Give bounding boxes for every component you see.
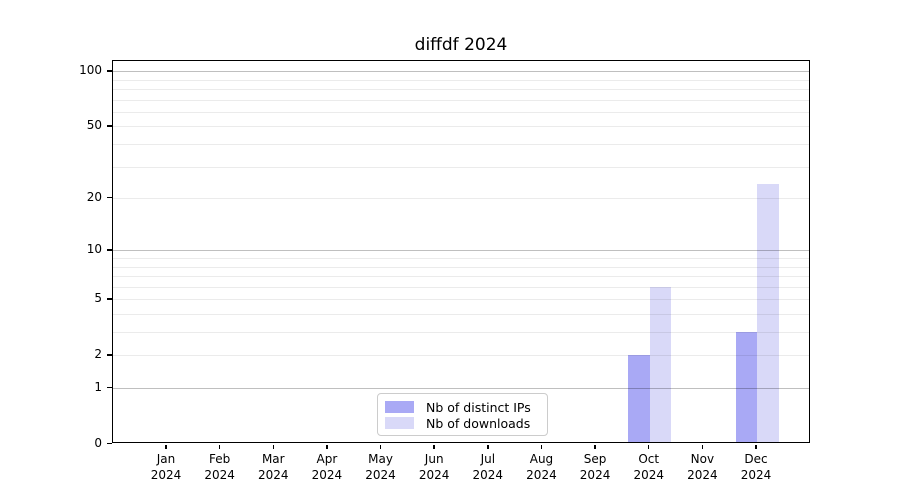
bar-distinct-ips: [735, 332, 757, 442]
y-tick-label: 2: [94, 347, 102, 362]
x-tick: [594, 444, 596, 449]
y-tick-label: 1: [94, 380, 102, 394]
plot-area: Nb of distinct IPs Nb of downloads: [112, 60, 810, 443]
y-tick: [107, 197, 112, 199]
x-tick-label: May 2024: [365, 452, 396, 482]
grid-layer: [113, 61, 809, 442]
gridline-major: [113, 250, 809, 252]
gridline-major: [113, 71, 809, 73]
x-tick-label: Jun 2024: [418, 452, 450, 482]
legend-row-downloads: Nb of downloads: [385, 415, 540, 431]
gridline-major: [113, 388, 809, 389]
legend-label-distinct-ips: Nb of distinct IPs: [426, 399, 531, 415]
x-tick: [701, 444, 704, 449]
x-tick: [218, 444, 221, 449]
gridline-minor: [113, 198, 809, 200]
gridline-minor: [113, 166, 809, 168]
bar-downloads: [649, 286, 672, 442]
gridline-minor: [113, 299, 809, 301]
y-tick: [107, 387, 112, 389]
x-tick-label: Mar 2024: [257, 452, 289, 482]
x-tick: [755, 444, 757, 449]
x-tick: [433, 444, 435, 449]
y-tick-label: 100: [79, 63, 102, 78]
bar-distinct-ips: [628, 355, 650, 442]
y-tick-label: 0: [94, 436, 102, 450]
x-tick-label: Jan 2024: [150, 452, 182, 482]
chart-title: diffdf 2024: [414, 35, 508, 55]
gridline-minor: [113, 89, 809, 91]
y-tick: [107, 298, 112, 300]
legend-row-distinct-ips: Nb of distinct IPs: [385, 399, 540, 415]
legend: Nb of distinct IPs Nb of downloads: [377, 393, 548, 436]
gridline-minor: [113, 126, 809, 128]
y-tick: [107, 70, 112, 72]
x-tick-label: Apr 2024: [311, 452, 343, 482]
gridline-minor: [113, 355, 809, 357]
y-tick-label: 50: [86, 118, 102, 133]
legend-swatch-downloads: [385, 417, 414, 429]
gridline-minor: [113, 79, 809, 81]
x-tick-label: Sep 2024: [579, 452, 611, 482]
legend-label-downloads: Nb of downloads: [426, 415, 531, 431]
gridline-minor: [113, 99, 809, 101]
x-tick: [379, 444, 382, 449]
x-tick: [540, 444, 543, 449]
x-tick-label: Jul 2024: [472, 452, 504, 482]
legend-swatch-distinct-ips: [385, 401, 414, 413]
bar-downloads: [757, 183, 779, 442]
gridline-minor: [113, 286, 809, 288]
x-tick-label: Dec 2024: [740, 452, 772, 482]
x-tick: [272, 444, 274, 449]
x-tick-label: Oct 2024: [633, 452, 664, 482]
x-tick: [165, 444, 167, 449]
y-tick: [107, 125, 112, 127]
x-tick-label: Nov 2024: [687, 452, 718, 482]
gridline-minor: [113, 258, 809, 259]
gridline-minor: [113, 111, 809, 113]
gridline-minor: [113, 313, 809, 315]
y-tick-label: 20: [86, 190, 102, 205]
bars-layer: [113, 61, 809, 442]
x-tick-label: Aug 2024: [526, 452, 557, 482]
gridline-minor: [113, 276, 809, 278]
y-tick: [107, 443, 112, 445]
gridline-minor: [113, 266, 809, 268]
x-tick-label: Feb 2024: [204, 452, 235, 482]
x-tick: [648, 444, 650, 449]
y-tick-label: 10: [86, 242, 102, 257]
gridline-minor: [113, 332, 809, 334]
x-tick: [326, 444, 328, 449]
y-tick: [107, 249, 112, 251]
x-tick: [487, 444, 489, 449]
y-tick: [107, 354, 112, 356]
y-tick-label: 5: [94, 291, 102, 306]
gridline-minor: [113, 144, 809, 146]
